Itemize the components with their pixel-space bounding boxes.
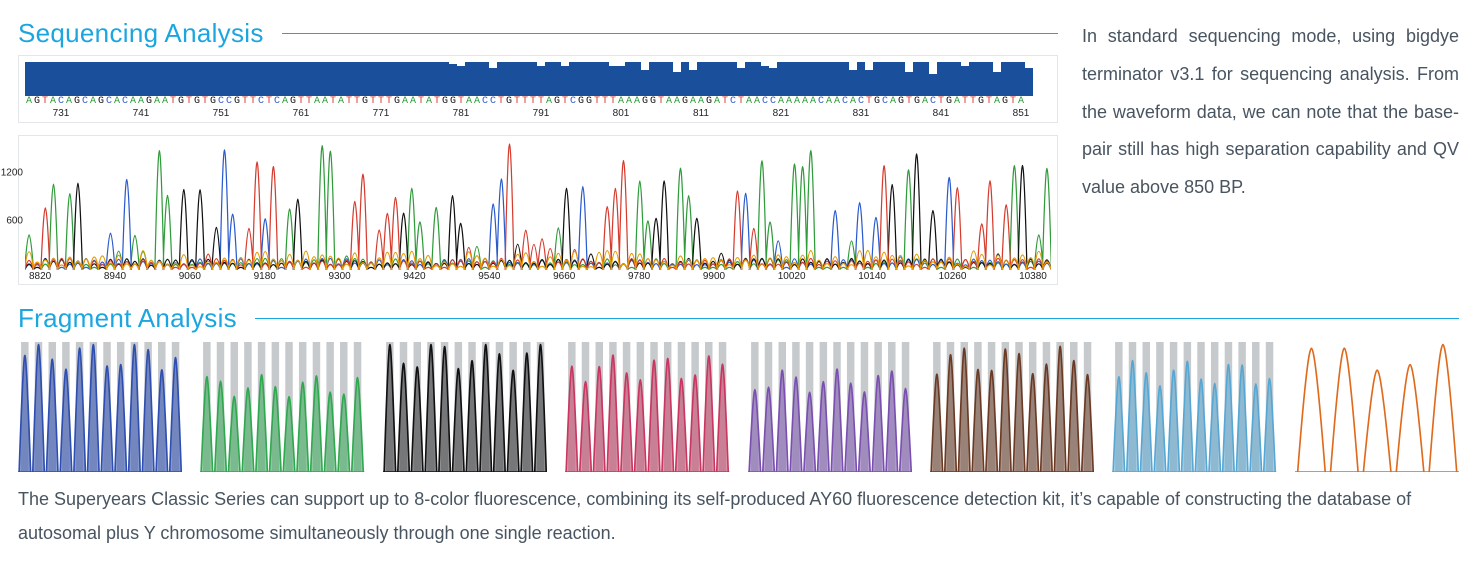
fragment-panel [383,342,547,472]
trace-x-ticks: 8820894090609180930094209540966097809900… [25,271,1051,282]
position-ticks-top: 731741751761771781791801811821831841851 [25,108,1051,120]
sequence-row: AGTACAGCAGCACAAGAATGTGTGCCGTTCTCAGTTAATA… [25,97,1051,107]
fragment-title: Fragment Analysis [18,303,237,334]
trace-panel: 6001200 88208940906091809300942095409660… [18,135,1058,285]
fragment-title-row: Fragment Analysis [18,303,1459,334]
fragment-panel [748,342,912,472]
fragment-panel [18,342,182,472]
fragment-panel [200,342,364,472]
sequencing-title-row: Sequencing Analysis [18,18,1058,49]
sequencing-description: In standard sequencing mode, using bigdy… [1082,18,1459,207]
sequencing-title-rule [282,33,1058,34]
quality-panel: AGTACAGCAGCACAAGAATGTGTGCCGTTCTCAGTTAATA… [18,55,1058,123]
fragment-panel [565,342,729,472]
fragment-title-rule [255,318,1459,319]
quality-bars [25,60,1051,96]
fragment-panel [1112,342,1276,472]
fragment-description: The Superyears Classic Series can suppor… [18,482,1459,550]
fragment-panels-row [18,342,1459,472]
trace-y-ticks: 6001200 [0,140,23,270]
fragment-panel [1295,342,1459,472]
fragment-panel [930,342,1094,472]
sequencing-title: Sequencing Analysis [18,18,264,49]
electropherogram-chart [25,140,1051,270]
